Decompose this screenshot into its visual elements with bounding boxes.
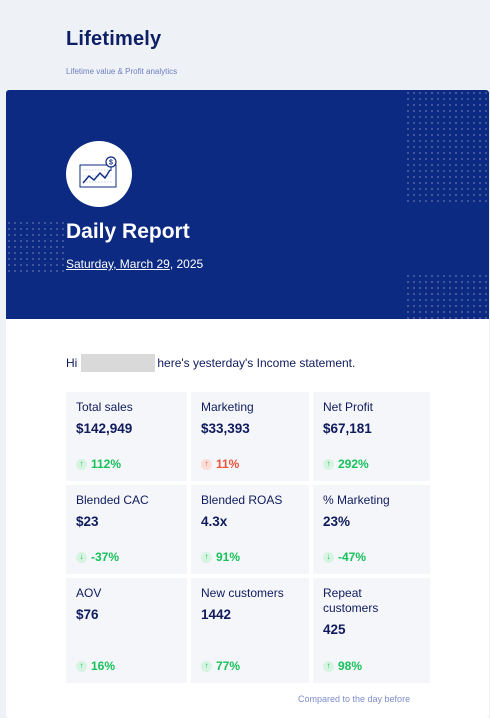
metric-card: Net Profit $67,181 ↑ 292% (313, 392, 430, 481)
report-card: $ Daily Report Saturday, March 29, 2025 … (6, 90, 489, 718)
metric-change-value: -47% (338, 550, 367, 564)
metric-label: New customers (201, 586, 284, 600)
metric-change-value: 77% (216, 659, 241, 673)
brand-header: Lifetimely Lifetime value & Profit analy… (66, 28, 177, 76)
metric-change: ↑ 292% (323, 457, 369, 471)
report-date: Saturday, March 29, 2025 (66, 257, 203, 271)
metric-change: ↑ 112% (76, 457, 121, 471)
metric-value: 4.3x (201, 514, 228, 529)
metric-change: ↑ 98% (323, 659, 362, 673)
decor-dots (405, 90, 489, 202)
metric-change: ↑ 11% (201, 457, 239, 471)
metric-value: $33,393 (201, 421, 250, 436)
metric-change: ↑ 16% (76, 659, 115, 673)
decor-dots (405, 273, 489, 319)
brand-name: Lifetimely (66, 28, 162, 50)
redacted-name (81, 354, 156, 372)
metric-value: 425 (323, 622, 346, 637)
comparison-note: Compared to the day before (298, 694, 411, 704)
metric-label: Net Profit (323, 400, 374, 414)
metric-card: Blended CAC $23 ↓ -37% (66, 485, 187, 574)
metric-label: Marketing (201, 400, 254, 414)
metric-card: Blended ROAS 4.3x ↑ 91% (191, 485, 309, 574)
metric-value: $67,181 (323, 421, 372, 436)
metric-change: ↑ 77% (201, 659, 240, 673)
arrow-down-icon: ↓ (323, 551, 334, 563)
metric-value: 23% (323, 514, 351, 529)
arrow-up-icon: ↑ (323, 458, 334, 470)
decor-dots (6, 220, 66, 276)
metric-change-value: 98% (338, 659, 363, 673)
metric-label: % Marketing (323, 493, 390, 507)
report-logo: $ (66, 141, 132, 207)
metric-change: ↓ -47% (323, 550, 366, 564)
arrow-up-icon: ↑ (201, 458, 212, 470)
metric-change-value: 11% (216, 457, 240, 471)
metric-label: Blended ROAS (201, 493, 283, 507)
metric-change-value: 112% (91, 457, 122, 471)
arrow-up-icon: ↑ (201, 660, 212, 672)
metric-change-value: 292% (338, 457, 369, 471)
report-date-link[interactable]: Saturday, March 29 (66, 257, 170, 271)
arrow-up-icon: ↑ (201, 551, 212, 563)
metric-value: $76 (76, 607, 99, 622)
metric-label: Repeat customers (323, 586, 379, 615)
svg-text:$: $ (109, 160, 113, 167)
arrow-up-icon: ↑ (76, 660, 87, 672)
metric-change-value: 91% (216, 550, 241, 564)
metric-card: New customers 1442 ↑ 77% (191, 578, 309, 683)
metric-card: Marketing $33,393 ↑ 11% (191, 392, 309, 481)
metric-value: $23 (76, 514, 99, 529)
arrow-up-icon: ↑ (323, 660, 334, 672)
metric-label: Blended CAC (76, 493, 149, 507)
metric-card: Total sales $142,949 ↑ 112% (66, 392, 187, 481)
arrow-up-icon: ↑ (76, 458, 87, 470)
metric-card: % Marketing 23% ↓ -47% (313, 485, 430, 574)
report-hero: $ Daily Report Saturday, March 29, 2025 (6, 90, 489, 319)
metric-change-value: -37% (91, 550, 120, 564)
metric-card: AOV $76 ↑ 16% (66, 578, 187, 683)
report-date-year: , 2025 (169, 257, 204, 271)
greeting-prefix: Hi (66, 356, 78, 370)
brand-tagline: Lifetime value & Profit analytics (66, 67, 178, 76)
metric-value: $142,949 (76, 421, 133, 436)
greeting-suffix: here's yesterday's Income statement. (157, 356, 356, 370)
metrics-grid: Total sales $142,949 ↑ 112% Marketing $33,393… (66, 392, 430, 683)
metric-value: 1442 (201, 607, 232, 622)
chart-with-dollar-icon: $ (79, 156, 117, 188)
greeting-line: Hi here's yesterday's Income statement. (66, 354, 355, 372)
metric-change-value: 16% (91, 659, 116, 673)
metric-change: ↓ -37% (76, 550, 119, 564)
arrow-down-icon: ↓ (76, 551, 87, 563)
metric-change: ↑ 91% (201, 550, 240, 564)
report-title: Daily Report (66, 220, 190, 243)
metric-label: Total sales (76, 400, 133, 414)
metric-card: Repeat customers 425 ↑ 98% (313, 578, 430, 683)
metric-label: AOV (76, 586, 102, 600)
